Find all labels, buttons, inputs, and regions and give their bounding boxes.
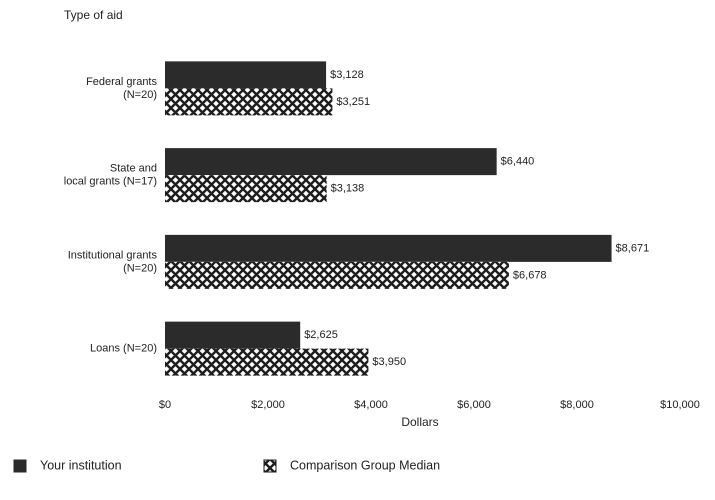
x-tick-label: $2,000 xyxy=(251,399,285,411)
y-tick-label: Institutional grants xyxy=(68,249,158,261)
x-tick-label: $0 xyxy=(159,399,171,411)
y-tick-label: (N=20) xyxy=(123,262,157,274)
y-tick-label: (N=20) xyxy=(123,89,157,101)
bar xyxy=(165,175,327,203)
x-tick-label: $6,000 xyxy=(457,399,491,411)
y-tick-label: Loans (N=20) xyxy=(90,343,157,355)
value-label: $3,251 xyxy=(336,96,370,108)
bar xyxy=(165,88,333,116)
x-tick-label: $4,000 xyxy=(354,399,388,411)
bar xyxy=(165,148,497,176)
y-tick-label: Federal grants xyxy=(86,76,157,88)
value-label: $3,128 xyxy=(330,69,364,81)
legend-swatch xyxy=(13,459,27,473)
x-axis-title: Dollars xyxy=(401,415,438,429)
x-tick-label: $8,000 xyxy=(560,399,594,411)
legend-label: Your institution xyxy=(40,458,122,472)
value-label: $3,950 xyxy=(372,356,406,368)
value-label: $6,678 xyxy=(513,269,547,281)
legend-swatch xyxy=(263,459,277,473)
x-tick-label: $10,000 xyxy=(660,399,700,411)
y-tick-label: State and xyxy=(110,163,157,175)
value-label: $3,138 xyxy=(331,183,365,195)
bar xyxy=(165,261,509,289)
bar xyxy=(165,61,327,89)
bar xyxy=(165,234,612,262)
value-label: $8,671 xyxy=(616,242,650,254)
y-tick-label: local grants (N=17) xyxy=(64,176,157,188)
legend-label: Comparison Group Median xyxy=(290,458,440,472)
value-label: $2,625 xyxy=(304,329,338,341)
value-label: $6,440 xyxy=(501,156,535,168)
bar xyxy=(165,348,369,376)
y-axis-title: Type of aid xyxy=(64,8,123,22)
bar xyxy=(165,321,301,349)
